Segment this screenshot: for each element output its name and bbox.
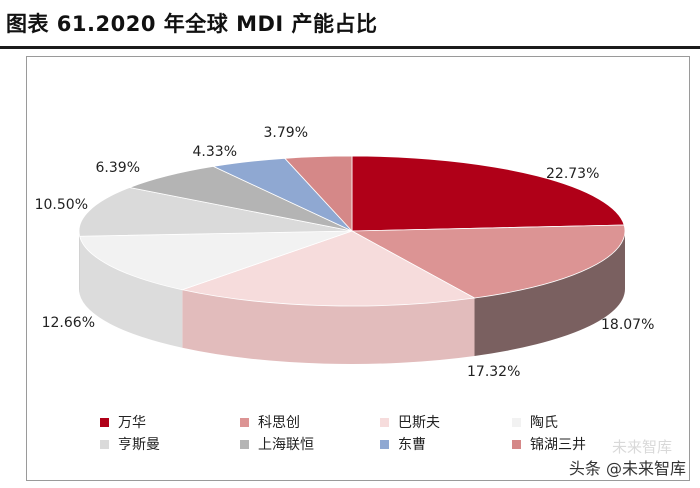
data-label-tosoh: 4.33% [193, 144, 237, 160]
legend-swatch [240, 417, 249, 427]
data-label-huntsman: 10.50% [35, 197, 88, 213]
pie-slice-wanhua [351, 155, 625, 232]
legend-swatch [240, 439, 249, 449]
legend-swatch [100, 417, 109, 427]
pie-side-covestro [474, 231, 625, 357]
legend-label: 陶氏 [530, 415, 558, 431]
data-label-shanghai-lianheng: 6.39% [96, 160, 140, 176]
pie-slice-dow [79, 230, 353, 291]
pie-slice-huntsman [78, 187, 353, 237]
pie-side-huntsman [79, 231, 80, 295]
legend-label: 万华 [118, 415, 146, 431]
legend-label: 上海联恒 [258, 437, 314, 453]
pie-slice-shanghai-lianheng [128, 165, 353, 232]
legend-item-shanghai-lianheng: 上海联恒 [240, 434, 314, 454]
legend-item-basf: 巴斯夫 [380, 412, 440, 432]
legend-item-huntsman: 亨斯曼 [100, 434, 160, 454]
legend-item-kumho-mitsui: 锦湖三井 [512, 434, 586, 454]
pie-slice-basf [180, 230, 476, 307]
pie-side-basf [182, 289, 475, 364]
legend-label: 科思创 [258, 415, 300, 431]
legend-label: 巴斯夫 [398, 415, 440, 431]
legend-item-covestro: 科思创 [240, 412, 300, 432]
legend-swatch [512, 439, 521, 449]
data-label-kumho-mitsui: 3.79% [264, 125, 308, 141]
legend-swatch [512, 417, 521, 427]
watermark-text: 未来智库 [611, 438, 672, 456]
legend-item-tosoh: 东曹 [380, 434, 426, 454]
legend-label: 亨斯曼 [118, 437, 160, 453]
watermark-source: 头条 @未来智库 [568, 459, 686, 478]
data-label-dow: 12.66% [42, 315, 95, 331]
legend-label: 锦湖三井 [530, 437, 586, 453]
legend-swatch [380, 417, 389, 427]
title-rule [0, 46, 700, 49]
pie-side-dow [79, 236, 183, 348]
chart-title: 图表 61.2020 年全球 MDI 产能占比 [6, 12, 378, 36]
pie-slice-covestro [350, 224, 626, 299]
legend-item-wanhua: 万华 [100, 412, 146, 432]
legend-item-dow: 陶氏 [512, 412, 558, 432]
data-label-basf: 17.32% [467, 364, 520, 380]
legend-swatch [100, 439, 109, 449]
pie-slice-kumho-mitsui [283, 155, 353, 233]
legend-swatch [380, 439, 389, 449]
data-label-wanhua: 22.73% [546, 166, 599, 182]
data-label-covestro: 18.07% [601, 317, 654, 333]
legend-label: 东曹 [398, 437, 426, 453]
chart-frame [26, 56, 690, 481]
